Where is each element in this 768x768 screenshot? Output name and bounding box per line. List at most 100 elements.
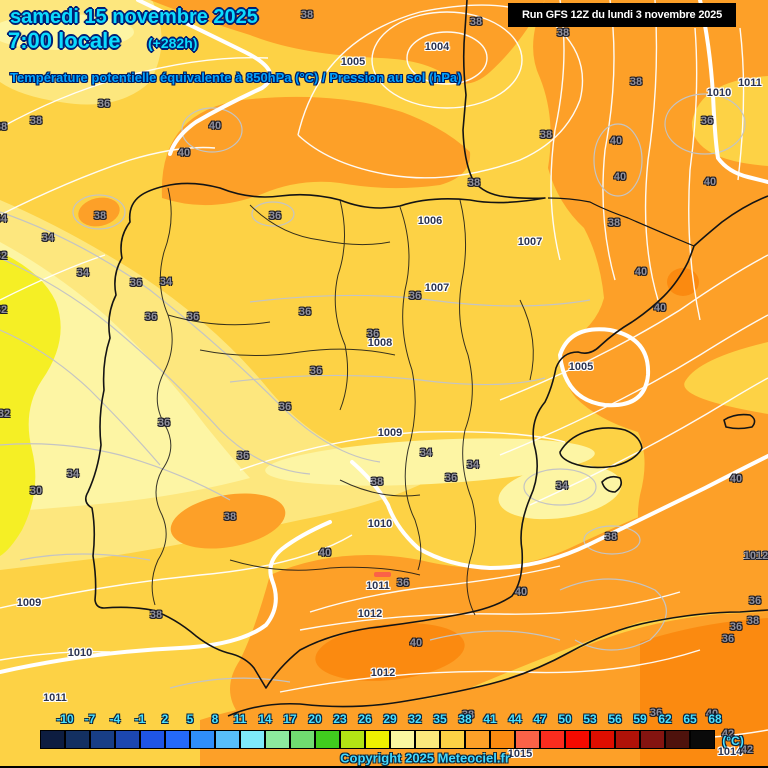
temperature-label: 38	[300, 9, 314, 21]
scale-value-label: 41	[483, 712, 497, 726]
scale-value-label: 59	[633, 712, 647, 726]
coastline-africa	[227, 609, 768, 717]
scale-value-label: 5	[186, 712, 194, 726]
temperature-label: 34	[41, 232, 55, 244]
temperature-label: 34	[0, 213, 8, 225]
scale-value-label: 8	[211, 712, 219, 726]
temperature-label: 40	[634, 266, 648, 278]
pressure-label: 1011	[366, 580, 390, 592]
temperature-label: 38	[93, 210, 107, 222]
temperature-label: 40	[409, 637, 423, 649]
temperature-label: 36	[396, 577, 410, 589]
temperature-label: 42	[721, 728, 735, 740]
temperature-label: 38	[223, 511, 237, 523]
scale-color-box	[315, 730, 340, 749]
date-label: samedi 15 novembre 2025	[10, 6, 258, 28]
scale-color-box	[290, 730, 315, 749]
scale-color-box	[540, 730, 565, 749]
temperature-label: 34	[76, 267, 90, 279]
coastline-menorca	[723, 413, 756, 430]
scale-color-box	[115, 730, 140, 749]
temperature-label: 34	[159, 276, 173, 288]
temperature-label: 40	[318, 547, 332, 559]
temperature-label: 40	[208, 120, 222, 132]
temperature-label: 36	[408, 290, 422, 302]
scale-color-box	[590, 730, 615, 749]
scale-value-label: 20	[308, 712, 322, 726]
temperature-label: 40	[613, 171, 627, 183]
scale-color-box	[190, 730, 215, 749]
pressure-label: 1012	[370, 667, 396, 679]
temperature-label: 32	[0, 304, 8, 316]
scale-value-label: -1	[134, 712, 146, 726]
temperature-label: 36	[298, 306, 312, 318]
scale-color-box	[215, 730, 240, 749]
scale-value-label: 11	[233, 712, 247, 726]
temperature-label: 38	[29, 115, 43, 127]
scale-color-box	[440, 730, 465, 749]
pressure-label: 1012	[357, 608, 383, 620]
scale-value-label: 50	[558, 712, 572, 726]
scale-value-label: 62	[658, 712, 672, 726]
temperature-label: 36	[278, 401, 292, 413]
scale-value-label: 44	[508, 712, 522, 726]
temperature-label: 36	[186, 311, 200, 323]
isobar-thick-group	[0, 0, 768, 674]
scale-color-box	[90, 730, 115, 749]
scale-color-box	[615, 730, 640, 749]
scale-color-box	[240, 730, 265, 749]
scale-value-label: 68	[708, 712, 722, 726]
temperature-label: 38	[149, 609, 163, 621]
forecast-offset-label: (+282h)	[148, 35, 198, 51]
temperature-label: 38	[539, 129, 553, 141]
temperature-label: 38	[0, 121, 8, 133]
temperature-label: 34	[555, 480, 569, 492]
pressure-label: 1006	[417, 215, 443, 227]
scale-value-label: 38	[458, 712, 472, 726]
temperature-label: 36	[309, 365, 323, 377]
pressure-label: 1004	[424, 41, 450, 53]
temperature-label: 40	[705, 708, 719, 720]
scale-color-box	[415, 730, 440, 749]
temperature-label: 36	[157, 417, 171, 429]
temperature-label: 38	[467, 177, 481, 189]
local-time-label: 7:00 locale	[8, 28, 121, 53]
temperature-label: 34	[466, 459, 480, 471]
temperature-label: 38	[461, 709, 475, 721]
temperature-label: 38	[607, 217, 621, 229]
pressure-label: 1005	[568, 361, 594, 373]
coastline-ibiza	[601, 475, 622, 493]
bottom-border	[0, 766, 768, 768]
temperature-label: 38	[370, 476, 384, 488]
pressure-label: 1015	[507, 748, 533, 760]
temperature-label: 36	[748, 595, 762, 607]
border-thin-group	[151, 187, 534, 616]
scale-color-box	[140, 730, 165, 749]
temperature-label: 34	[66, 468, 80, 480]
temperature-label: 36	[729, 621, 743, 633]
temperature-label: 32	[0, 250, 8, 262]
scale-unit-label: (°C)	[722, 734, 744, 748]
pressure-label: 1009	[377, 427, 403, 439]
coastline-iberia-france	[84, 0, 768, 689]
temperature-label: 36	[366, 328, 380, 340]
pressure-label: 1008	[367, 337, 393, 349]
scale-value-label: 53	[583, 712, 597, 726]
temperature-label: 38	[629, 76, 643, 88]
pressure-label: 1011	[738, 77, 762, 89]
temperature-label: 36	[700, 115, 714, 127]
coastline-pyrenees-border	[547, 197, 695, 247]
scale-value-label: 56	[608, 712, 622, 726]
temperature-label: 36	[236, 450, 250, 462]
scale-color-box	[265, 730, 290, 749]
pressure-label: 1010	[367, 518, 393, 530]
contour-gray-group	[0, 93, 746, 689]
temperature-label: 1012	[743, 550, 768, 562]
pressure-label: 1007	[517, 236, 543, 248]
scale-color-box	[490, 730, 515, 749]
temperature-label: 38	[604, 531, 618, 543]
scale-color-box	[515, 730, 540, 749]
temperature-label: 36	[129, 277, 143, 289]
